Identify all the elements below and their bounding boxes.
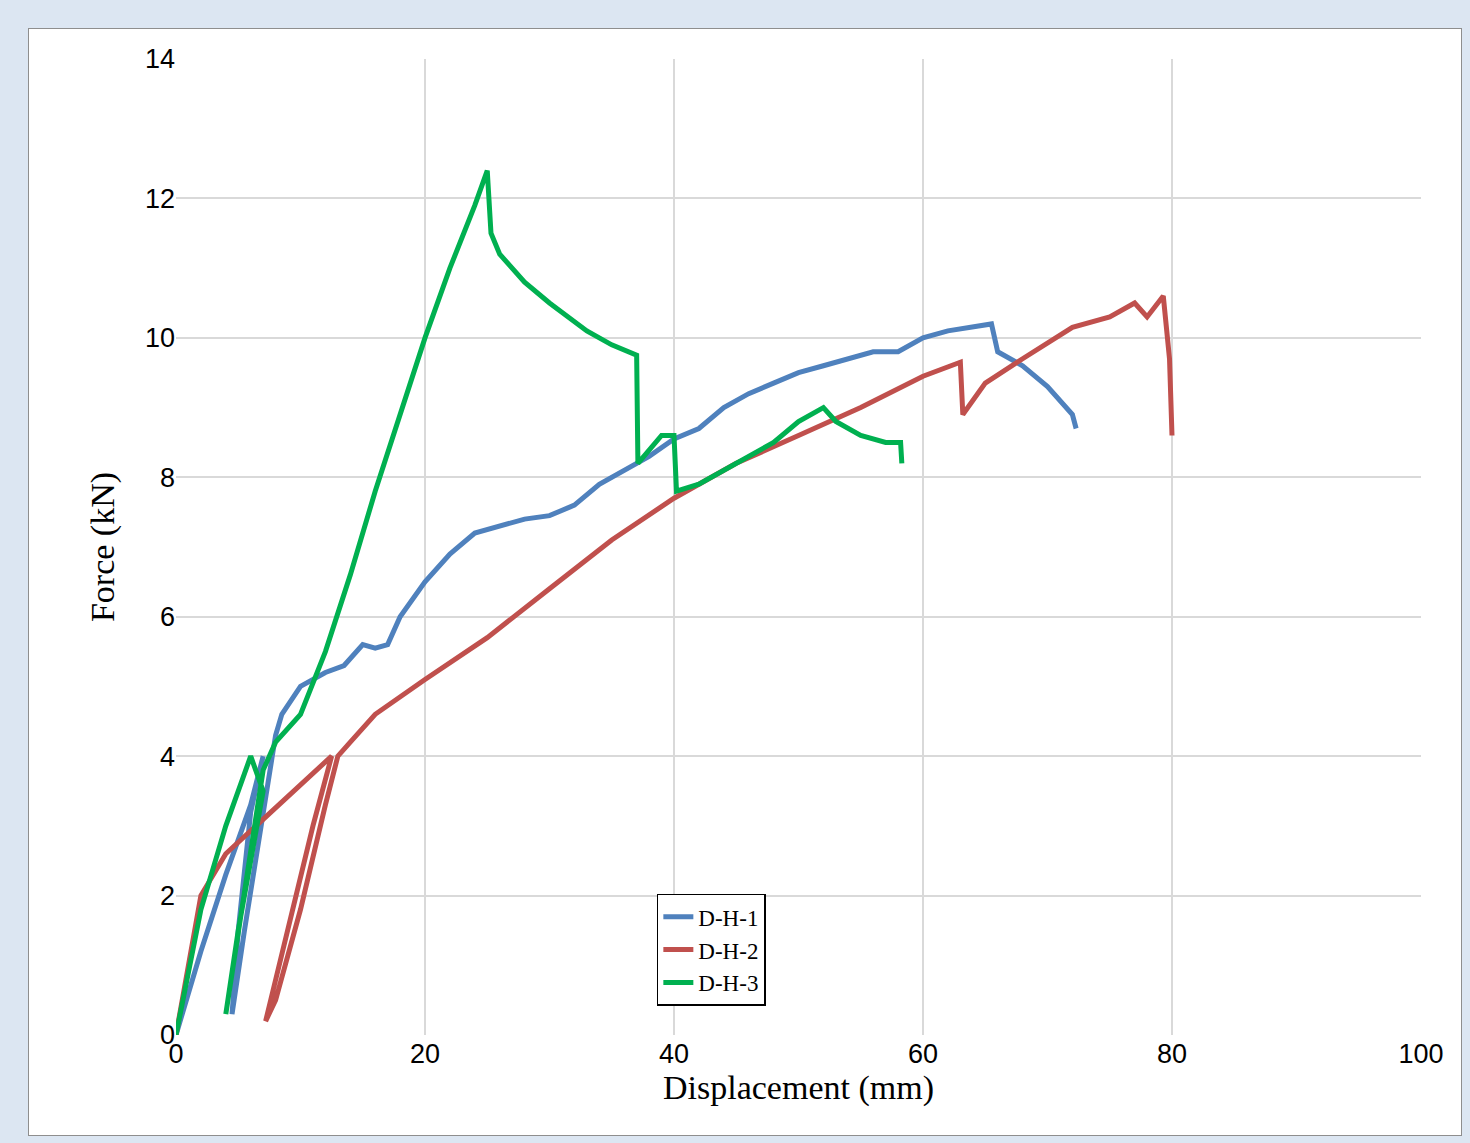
svg-text:12: 12 — [145, 184, 175, 214]
svg-text:80: 80 — [1157, 1039, 1187, 1069]
svg-text:8: 8 — [160, 463, 175, 493]
svg-text:60: 60 — [908, 1039, 938, 1069]
svg-text:Force (kN): Force (kN) — [84, 472, 122, 622]
svg-text:D-H-1: D-H-1 — [698, 906, 758, 931]
svg-text:D-H-2: D-H-2 — [698, 939, 758, 964]
svg-text:20: 20 — [410, 1039, 440, 1069]
svg-text:2: 2 — [160, 881, 175, 911]
svg-text:4: 4 — [160, 742, 175, 772]
svg-text:0: 0 — [168, 1039, 183, 1069]
svg-text:40: 40 — [659, 1039, 689, 1069]
svg-text:D-H-3: D-H-3 — [698, 971, 758, 996]
svg-text:10: 10 — [145, 323, 175, 353]
svg-text:Displacement (mm): Displacement (mm) — [663, 1069, 934, 1107]
svg-text:100: 100 — [1398, 1039, 1443, 1069]
svg-text:0: 0 — [160, 1020, 175, 1050]
svg-text:6: 6 — [160, 602, 175, 632]
svg-text:14: 14 — [145, 44, 175, 74]
